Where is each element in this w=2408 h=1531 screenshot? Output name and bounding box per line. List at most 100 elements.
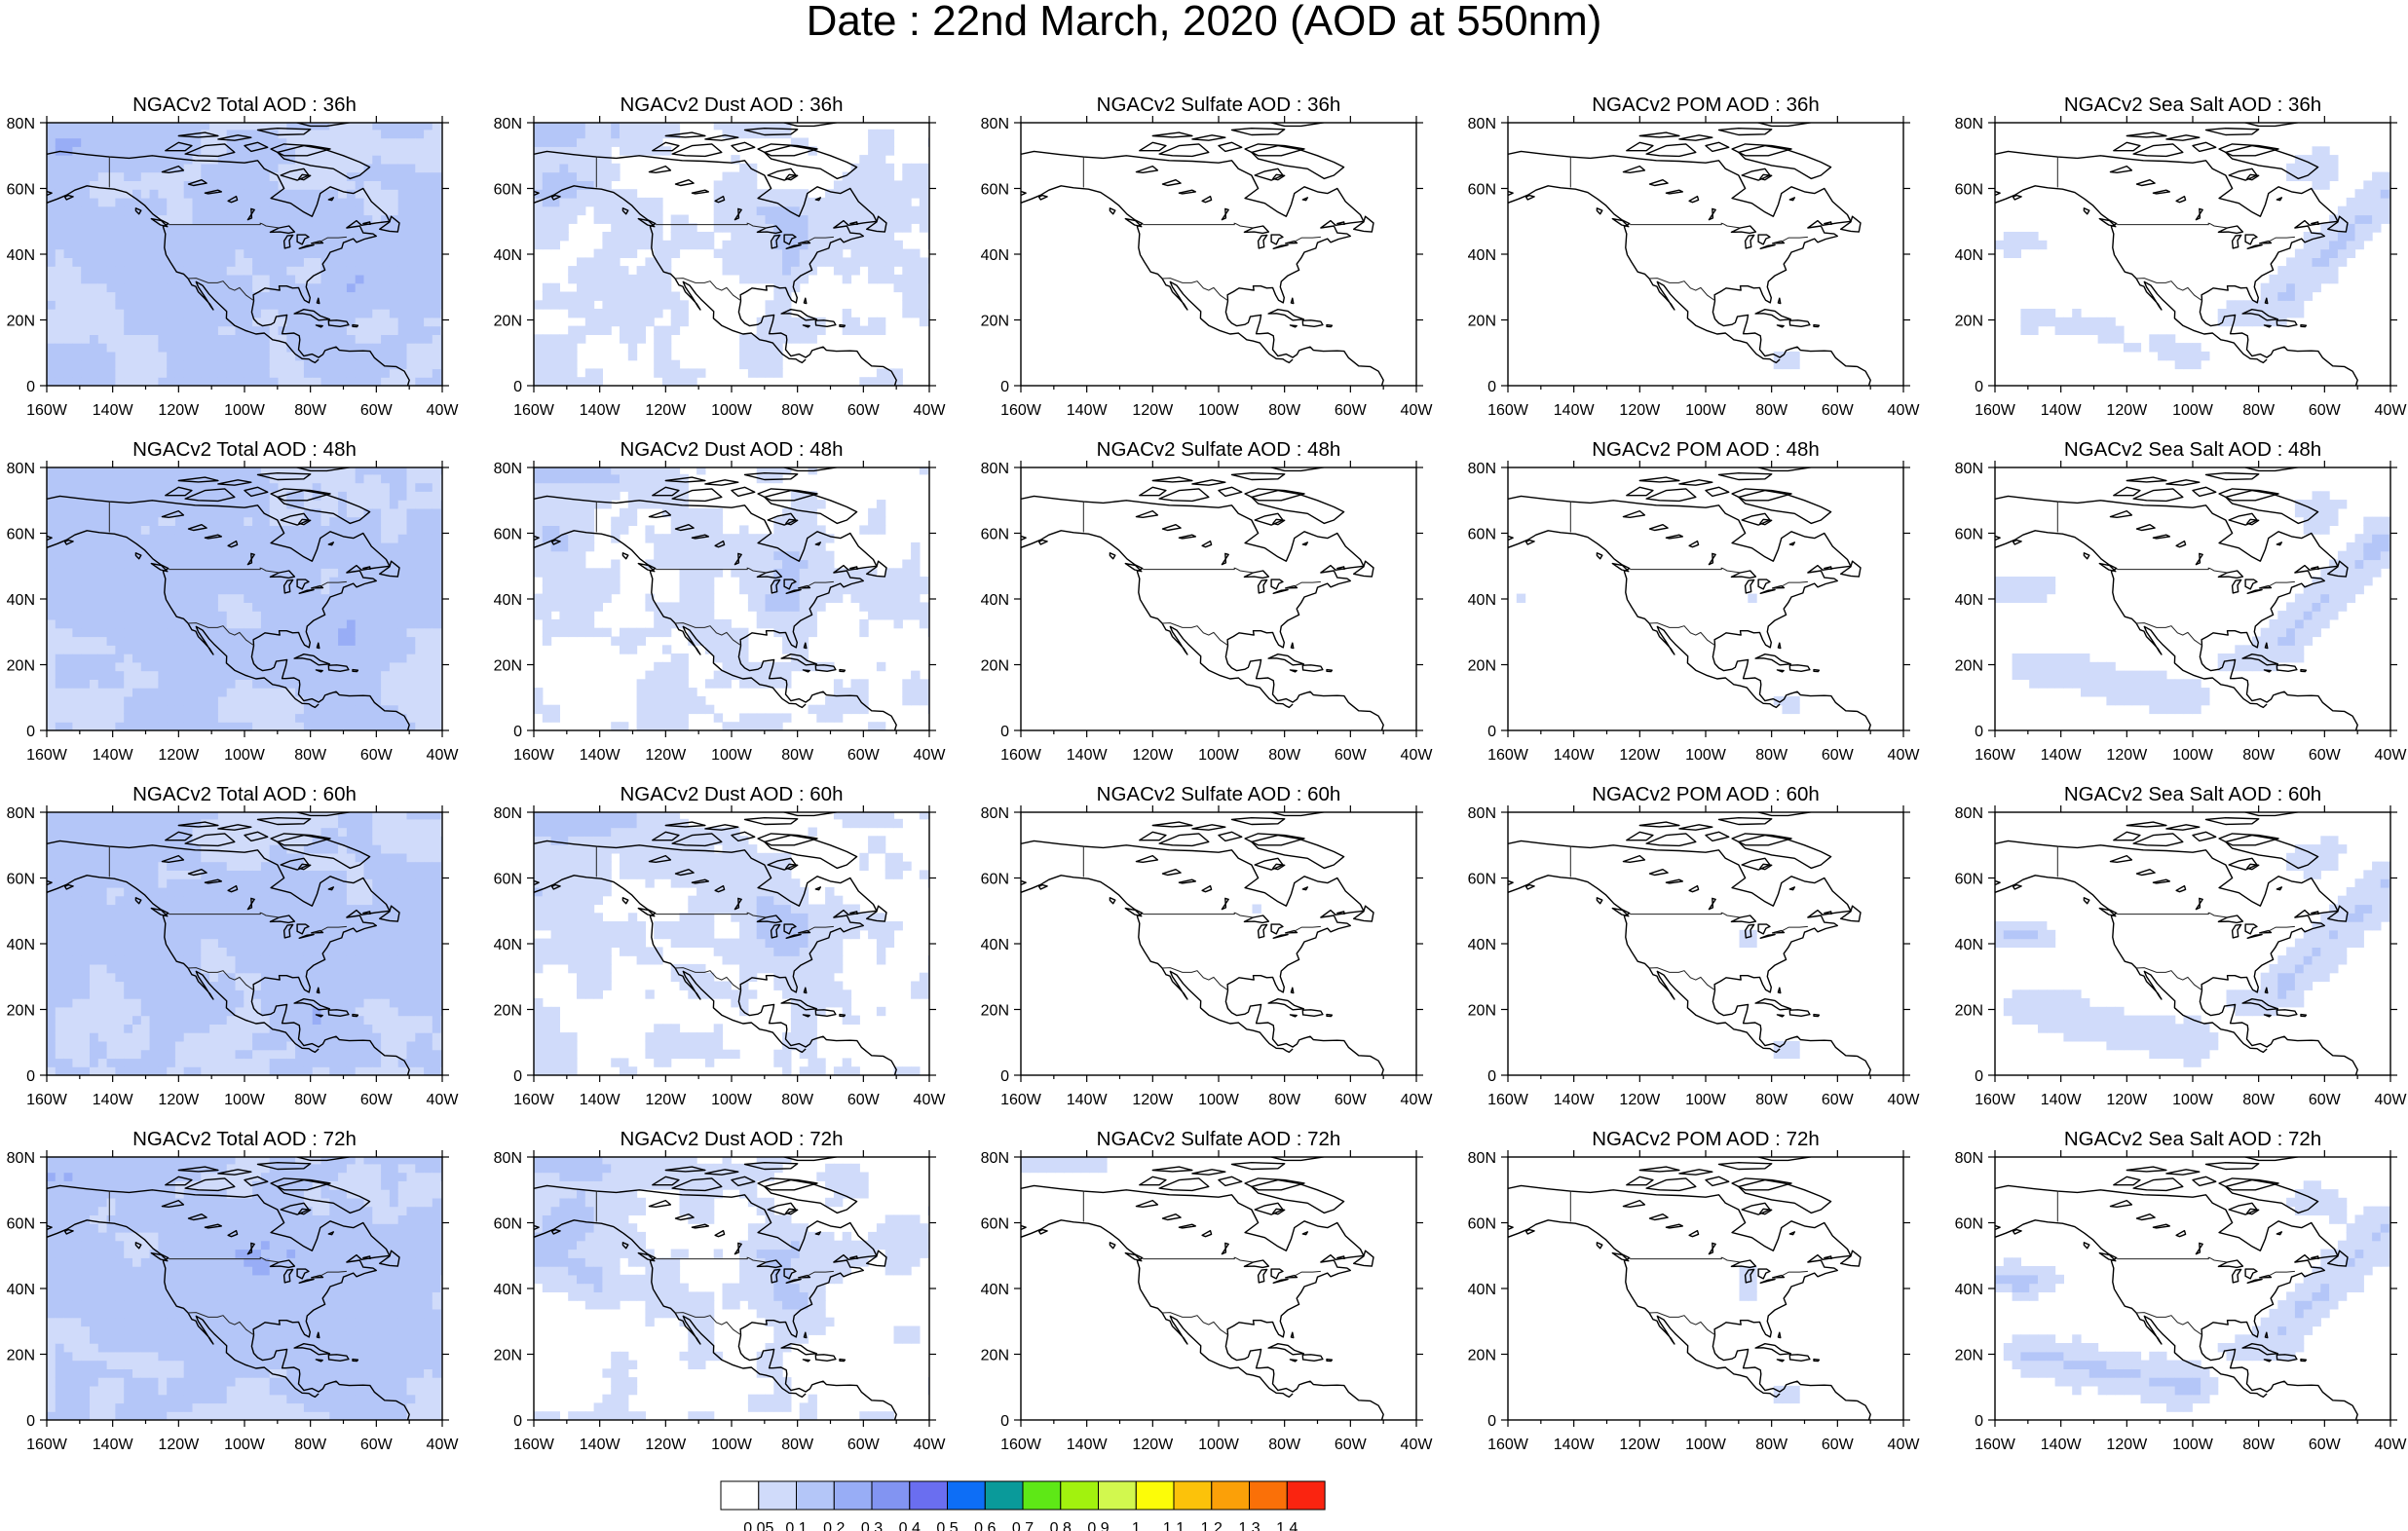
aod-cell (278, 343, 287, 353)
aod-cell (833, 248, 844, 258)
aod-cell (140, 309, 151, 318)
aod-cell (149, 300, 159, 310)
aod-cell (568, 550, 578, 561)
aod-cell (81, 309, 91, 318)
island-outline (217, 134, 252, 141)
aod-cell (55, 507, 65, 518)
aod-cell (106, 334, 116, 344)
aod-cell (747, 257, 758, 267)
aod-cell (252, 500, 262, 509)
aod-cell (440, 171, 442, 181)
aod-cell (346, 627, 357, 638)
aod-cell (269, 482, 280, 492)
aod-cell (389, 309, 399, 318)
aod-cell (320, 197, 330, 207)
aod-cell (406, 377, 416, 386)
aod-cell (47, 359, 56, 370)
aod-cell (158, 309, 168, 318)
lon-tick-label: 100W (2172, 402, 2214, 419)
aod-cell (312, 325, 322, 335)
aod-cell (415, 577, 425, 586)
aod-cell (406, 593, 416, 603)
aod-cell (773, 670, 783, 680)
aod-cell (90, 491, 99, 501)
aod-cell (833, 232, 844, 242)
aod-cell (876, 197, 886, 207)
aod-cell (363, 155, 373, 165)
aod-cell (132, 559, 142, 569)
aod-cell (432, 351, 442, 361)
aod-cell (192, 482, 202, 492)
aod-cell (661, 704, 672, 715)
aod-cell (654, 359, 663, 370)
aod-cell (346, 559, 357, 569)
aod-cell (773, 368, 783, 378)
aod-cell (217, 507, 228, 518)
aod-cell (611, 197, 621, 207)
aod-cell (329, 704, 339, 715)
aod-cell (773, 611, 783, 620)
aod-cell (602, 473, 612, 484)
aod-cell (269, 257, 280, 267)
aod-cell (825, 197, 835, 207)
aod-cell (115, 129, 125, 139)
aod-cell (55, 618, 65, 629)
aod-cell (397, 155, 408, 165)
aod-cell (636, 274, 646, 284)
aod-cell (432, 704, 442, 715)
aod-cell (286, 593, 296, 603)
aod-cell (355, 653, 365, 663)
aod-cell (542, 300, 552, 310)
aod-cell (158, 602, 168, 612)
aod-cell (713, 516, 724, 526)
aod-cell (90, 627, 99, 638)
aod-cell (97, 516, 108, 526)
aod-cell (338, 214, 348, 224)
aod-cell (63, 155, 73, 165)
aod-cell (329, 309, 339, 318)
aod-cell (149, 525, 159, 535)
aod-cell (381, 274, 391, 284)
aod-cell (217, 368, 228, 378)
lon-tick-label: 60W (1335, 402, 1368, 419)
aod-cell (739, 334, 749, 344)
aod-cell (363, 704, 373, 715)
aod-cell (372, 205, 382, 216)
aod-cell (278, 611, 287, 620)
aod-cell (269, 197, 280, 207)
aod-cell (47, 661, 56, 672)
aod-cell (201, 704, 210, 715)
aod-cell (201, 223, 210, 233)
aod-cell (244, 593, 253, 603)
aod-cell (534, 550, 544, 561)
aod-cell (397, 266, 408, 276)
aod-cell (201, 550, 210, 561)
aod-cell (679, 688, 689, 697)
aod-cell (381, 593, 391, 603)
aod-cell (2294, 274, 2305, 284)
aod-cell (192, 266, 202, 276)
aod-cell (381, 325, 391, 335)
aod-cell (620, 645, 629, 654)
aod-cell (661, 282, 672, 293)
aod-cell (329, 722, 339, 730)
aod-cell (372, 713, 382, 723)
island-outline (550, 194, 561, 201)
aod-cell (389, 525, 399, 535)
aod-cell (158, 155, 168, 165)
aod-cell (124, 248, 133, 258)
aod-cell (115, 232, 125, 242)
aod-cell (226, 568, 237, 578)
lake-outline (204, 534, 222, 540)
aod-cell (593, 627, 603, 638)
aod-cell (149, 482, 159, 492)
aod-cell (72, 232, 82, 242)
aod-cell (559, 602, 569, 612)
aod-cell (645, 713, 655, 723)
aod-cell (406, 123, 416, 131)
aod-cell (432, 317, 442, 327)
aod-shading (1995, 146, 2390, 370)
aod-cell (747, 240, 758, 250)
aod-cell (106, 482, 116, 492)
aod-cell (542, 507, 552, 518)
